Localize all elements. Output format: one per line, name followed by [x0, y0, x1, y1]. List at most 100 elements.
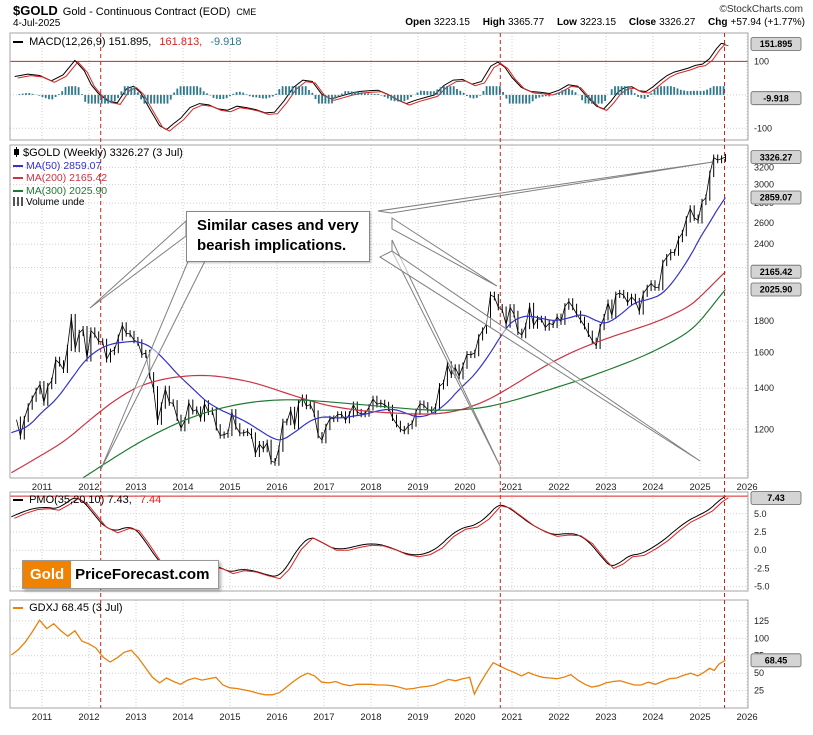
histogram-bar: [117, 94, 119, 99]
open-value: 3223.15: [433, 17, 470, 28]
histogram-bar: [81, 94, 83, 95]
histogram-bar: [113, 94, 116, 102]
histogram-bar: [485, 86, 488, 95]
histogram-bar: [255, 94, 258, 98]
exchange-label: CME: [236, 7, 257, 17]
macd-hist-value: -9.918: [210, 36, 242, 48]
histogram-bar: [482, 90, 485, 95]
x-tick-label: 2023: [595, 482, 616, 493]
candlestick-icon: [13, 147, 20, 157]
y-tick-label: 125: [754, 616, 769, 626]
histogram-bar: [364, 92, 366, 95]
x-tick-label: 2025: [690, 482, 711, 493]
histogram-bar: [334, 94, 337, 99]
histogram-bar: [653, 90, 656, 95]
histogram-bar: [492, 86, 495, 95]
histogram-bar: [561, 90, 564, 95]
ma50: [11, 197, 726, 441]
x-tick-label: 2013: [125, 712, 146, 723]
histogram-bar: [206, 93, 208, 95]
axis-badge: [750, 282, 802, 297]
histogram-bar: [410, 94, 412, 97]
histogram-bar: [74, 86, 77, 95]
histogram-bar: [225, 94, 228, 99]
histogram-bar: [722, 86, 725, 95]
volume-legend-text: Volume unde: [26, 197, 85, 208]
axis-badge: [750, 653, 802, 668]
histogram-bar: [153, 94, 156, 104]
histogram-bar: [462, 92, 465, 95]
x-tick-label: 2015: [219, 482, 240, 493]
histogram-bar: [192, 86, 195, 95]
histogram-bar: [84, 94, 87, 102]
callout-pointer: [378, 250, 701, 462]
histogram-bar: [183, 86, 185, 95]
x-tick-label: 2016: [266, 712, 287, 723]
histogram-bar: [554, 93, 557, 95]
axis-badge-label: 2859.07: [760, 193, 793, 203]
histogram-bar: [419, 90, 422, 95]
y-tick-label: -5.0: [754, 582, 770, 592]
histogram-bar: [647, 94, 649, 97]
histogram-bar: [304, 86, 307, 95]
histogram-bar: [508, 94, 511, 104]
high-label: High: [482, 17, 505, 28]
histogram-bar: [568, 88, 570, 95]
y-tick-label: 100: [754, 56, 769, 66]
histogram-bar: [548, 94, 551, 97]
histogram-bar: [150, 94, 152, 104]
x-tick-label: 2014: [172, 712, 193, 723]
histogram-bar: [525, 94, 527, 104]
ma50-legend-text: MA(50) 2859.07: [26, 159, 102, 172]
histogram-bar: [633, 93, 636, 95]
histogram-bar: [331, 94, 333, 104]
histogram-bar: [660, 86, 662, 95]
histogram-bar: [617, 86, 620, 95]
histogram-bar: [459, 90, 462, 95]
gold-legend-text: $GOLD (Weekly) 3326.27 (3 Jul): [23, 147, 183, 159]
histogram-bar: [564, 89, 567, 95]
y-tick-label: -2.5: [754, 563, 770, 573]
symbol: $GOLD: [13, 3, 58, 18]
histogram-bar: [676, 88, 679, 95]
annotation-line1: Similar cases and very: [197, 217, 359, 234]
stockcharts-copyright[interactable]: ©StockCharts.com: [719, 4, 803, 15]
histogram-bar: [429, 91, 432, 95]
pmo-signal-value: 7.44: [139, 494, 162, 506]
histogram-bar: [252, 94, 254, 98]
x-tick-label: 2026: [737, 712, 758, 723]
histogram-bar: [693, 90, 695, 95]
histogram-bar: [298, 86, 300, 95]
histogram-bar: [400, 94, 402, 102]
macd-legend: MACD(12,26,9) 151.895, 161.813, -9.918: [13, 36, 247, 49]
histogram-bar: [140, 94, 142, 100]
histogram-bar: [637, 94, 639, 97]
macd-legend-text: MACD(12,26,9) 151.895,: [29, 36, 152, 48]
histogram-bar: [186, 86, 189, 95]
axis-badge-label: 7.43: [767, 493, 785, 503]
histogram-bar: [489, 86, 491, 95]
histogram-bar: [308, 90, 310, 95]
y-tick-label: 1600: [754, 348, 774, 358]
histogram-bar: [354, 91, 356, 95]
histogram-bar: [77, 87, 80, 95]
histogram-bar: [377, 94, 379, 95]
histogram-bar: [663, 86, 666, 95]
x-tick-label: 2014: [172, 482, 193, 493]
pmo-line: [11, 495, 726, 577]
histogram-bar: [21, 93, 24, 95]
histogram-bar: [341, 93, 343, 95]
goldpriceforecast-logo[interactable]: Gold PriceForecast.com: [22, 560, 220, 589]
close-value: 3326.27: [659, 17, 696, 28]
histogram-bar: [396, 94, 399, 102]
histogram-bar: [604, 94, 606, 101]
y-tick-label: 2400: [754, 239, 774, 249]
x-tick-label: 2019: [407, 712, 428, 723]
ohlc-quote-strip: Open 3223.15 High 3365.77 Low 3223.15 Close…: [395, 17, 805, 28]
histogram-bar: [541, 94, 544, 97]
histogram-bar: [215, 94, 218, 99]
histogram-bar: [702, 90, 705, 95]
y-tick-label: 1400: [754, 383, 774, 393]
y-tick-label: 50: [754, 668, 764, 678]
histogram-bar: [640, 94, 643, 99]
